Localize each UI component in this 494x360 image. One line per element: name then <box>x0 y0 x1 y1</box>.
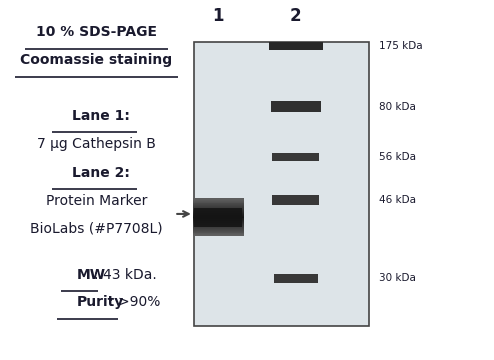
Bar <box>193 208 244 209</box>
Bar <box>193 210 244 211</box>
Bar <box>193 206 244 207</box>
Bar <box>193 228 244 230</box>
Text: 175 kDa: 175 kDa <box>379 41 423 51</box>
Bar <box>193 207 244 208</box>
Text: 56 kDa: 56 kDa <box>379 152 416 162</box>
Text: : >90%: : >90% <box>109 295 160 309</box>
Bar <box>274 274 318 283</box>
Text: 30 kDa: 30 kDa <box>379 273 416 283</box>
Bar <box>193 215 244 217</box>
Text: Coomassie staining: Coomassie staining <box>20 53 172 67</box>
Bar <box>193 202 244 203</box>
Bar <box>193 203 244 204</box>
Bar <box>193 222 244 223</box>
Bar <box>193 198 244 200</box>
Bar <box>193 205 244 206</box>
Text: Lane 2:: Lane 2: <box>73 166 130 180</box>
Text: 2: 2 <box>290 6 302 24</box>
Bar <box>193 229 244 231</box>
Bar <box>269 42 323 50</box>
Bar <box>193 200 244 202</box>
Bar <box>272 153 320 161</box>
Bar <box>193 204 244 205</box>
Text: Lane 1:: Lane 1: <box>73 109 130 122</box>
Bar <box>193 230 244 231</box>
Bar <box>193 216 244 217</box>
Text: MW: MW <box>77 267 106 282</box>
Bar <box>193 231 244 233</box>
Bar <box>193 213 244 215</box>
Bar <box>193 212 244 214</box>
Bar <box>194 42 369 327</box>
Text: 80 kDa: 80 kDa <box>379 102 416 112</box>
Bar <box>193 225 244 226</box>
Text: BioLabs (#P7708L): BioLabs (#P7708L) <box>30 221 163 235</box>
Bar <box>193 234 244 235</box>
Bar <box>193 221 244 222</box>
Bar <box>193 222 244 224</box>
Text: Purity: Purity <box>77 295 124 309</box>
Bar <box>272 195 320 204</box>
Bar <box>193 226 244 228</box>
Bar <box>193 219 244 220</box>
Bar <box>193 199 244 201</box>
Bar <box>193 217 244 219</box>
Bar <box>193 227 244 229</box>
Bar <box>193 220 244 221</box>
Text: Protein Marker: Protein Marker <box>46 194 147 208</box>
Bar <box>193 214 244 216</box>
Bar <box>271 102 321 112</box>
Bar <box>193 233 244 234</box>
Bar <box>193 210 244 212</box>
Bar <box>193 235 244 236</box>
Text: 7 μg Cathepsin B: 7 μg Cathepsin B <box>37 137 156 151</box>
Bar <box>193 201 244 203</box>
Text: 10 % SDS-PAGE: 10 % SDS-PAGE <box>36 24 157 39</box>
Text: : 43 kDa.: : 43 kDa. <box>94 267 157 282</box>
Bar <box>193 211 244 213</box>
Bar <box>193 224 244 225</box>
Bar <box>193 232 244 233</box>
Bar <box>193 208 244 210</box>
Text: 1: 1 <box>212 6 224 24</box>
Text: 46 kDa: 46 kDa <box>379 195 416 204</box>
Bar <box>193 218 244 219</box>
Bar <box>193 225 244 227</box>
Bar <box>195 208 242 227</box>
